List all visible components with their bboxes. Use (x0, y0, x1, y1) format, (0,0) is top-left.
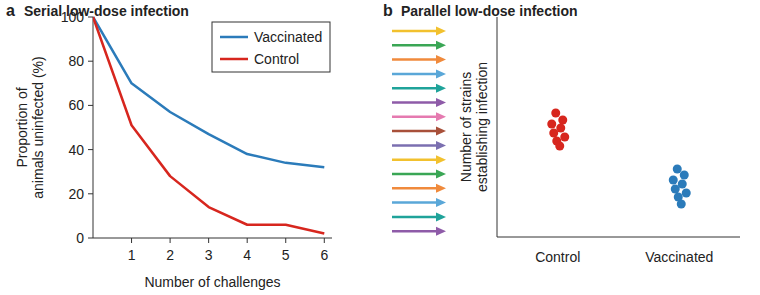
arrow-shaft (392, 158, 438, 161)
dot (547, 120, 556, 129)
chart: a Serial low-dose infection 0 20 40 60 80 100 1 2… (0, 0, 760, 295)
arrow-head (436, 170, 446, 179)
dot (677, 200, 686, 209)
x-tick-label: 1 (128, 247, 136, 263)
legend-label: Control (254, 51, 299, 67)
x-tick (247, 238, 248, 243)
dot (551, 109, 560, 118)
x-tick-label: 5 (282, 247, 290, 263)
arrow-shaft (392, 173, 438, 176)
arrow-head (436, 127, 446, 136)
y-tick (88, 105, 93, 106)
arrow-shaft (392, 44, 438, 47)
arrow-head (436, 55, 446, 64)
title: Parallel low-dose infection (401, 3, 578, 19)
axis-label-line: animals uninfected (%) (30, 56, 46, 198)
y-axis (497, 17, 498, 237)
y-tick (88, 17, 93, 18)
arrow-head (436, 27, 446, 36)
x-tick (131, 238, 132, 243)
arrow-head (436, 69, 446, 78)
dot (680, 171, 689, 180)
arrow-shaft (392, 144, 438, 147)
arrow-head (436, 227, 446, 236)
legend-box (212, 22, 330, 72)
x-axis (93, 238, 332, 239)
x-tick-label: 4 (243, 247, 251, 263)
x-tick-label: Control (535, 249, 580, 265)
x-axis-label: Number of challenges (144, 274, 280, 290)
x-axis (497, 237, 740, 238)
dot (671, 185, 680, 194)
x-tick-label: 3 (205, 247, 213, 263)
dot (682, 189, 691, 198)
y-tick-label: 60 (68, 97, 84, 113)
panel-label: a (6, 2, 15, 19)
legend-swatch (220, 36, 248, 39)
strain-arrows (392, 27, 446, 236)
legend-label: Vaccinated (254, 29, 322, 45)
y-axis (93, 17, 94, 238)
dot (673, 165, 682, 174)
axis-label-line: Proportion of (14, 87, 30, 167)
axis-label-line: Number of strains (458, 72, 474, 182)
arrow-shaft (392, 30, 438, 33)
legend: Vaccinated Control (212, 22, 330, 72)
dot (669, 176, 678, 185)
arrow-shaft (392, 101, 438, 104)
arrow-shaft (392, 116, 438, 119)
y-tick-label: 40 (68, 142, 84, 158)
arrow-shaft (392, 130, 438, 133)
arrow-shaft (392, 58, 438, 61)
arrow-head (436, 184, 446, 193)
x-tick-label: 2 (166, 247, 174, 263)
arrow-head (436, 212, 446, 221)
y-tick (88, 238, 93, 239)
x-tick (324, 238, 325, 243)
y-tick (88, 61, 93, 62)
x-tick (170, 238, 171, 243)
arrow-head (436, 41, 446, 50)
line-series (93, 17, 324, 167)
y-tick-label: 100 (61, 9, 85, 25)
y-axis-label: Number of strainsestablishing infection (458, 62, 490, 192)
arrow-shaft (392, 87, 438, 90)
arrow-head (436, 155, 446, 164)
arrow-shaft (392, 187, 438, 190)
y-axis-label: Proportion ofanimals uninfected (%) (14, 56, 46, 198)
y-tick-label: 0 (76, 230, 84, 246)
y-tick (88, 149, 93, 150)
arrow-shaft (392, 230, 438, 233)
dot (558, 116, 567, 125)
arrow-shaft (392, 216, 438, 219)
arrow-head (436, 141, 446, 150)
plot-area (547, 109, 691, 209)
x-tick (208, 238, 209, 243)
dot (549, 129, 558, 138)
arrow-head (436, 84, 446, 93)
legend-swatch (220, 58, 248, 61)
dot (555, 142, 564, 151)
arrow-head (436, 198, 446, 207)
x-tick-label: Vaccinated (645, 249, 713, 265)
y-tick (88, 193, 93, 194)
y-tick-label: 20 (68, 186, 84, 202)
title: Serial low-dose infection (24, 3, 189, 19)
dot (560, 133, 569, 142)
axis-label-line: establishing infection (474, 62, 490, 192)
arrow-shaft (392, 73, 438, 76)
panel-label: b (383, 2, 393, 19)
x-tick-label: 6 (320, 247, 328, 263)
arrow-head (436, 112, 446, 121)
arrow-shaft (392, 201, 438, 204)
arrow-head (436, 98, 446, 107)
x-tick (285, 238, 286, 243)
y-tick-label: 80 (68, 53, 84, 69)
